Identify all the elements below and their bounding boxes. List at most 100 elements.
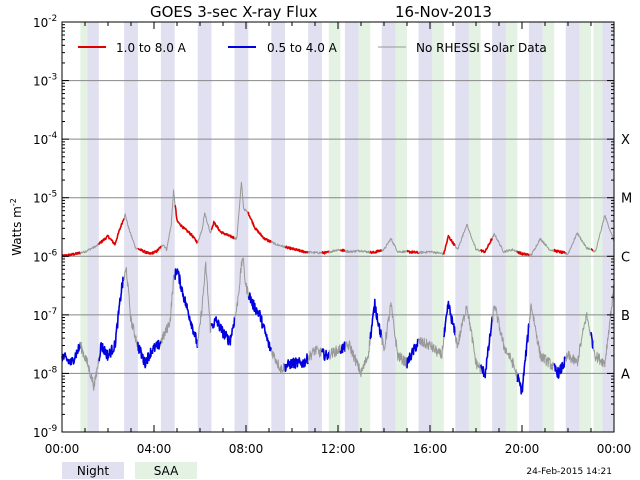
y-tick-label-base: 10 <box>33 75 48 89</box>
y-tick-label-exp: -8 <box>48 365 57 375</box>
night-band <box>124 22 138 432</box>
series-long <box>61 181 615 258</box>
legend: 1.0 to 8.0 A 0.5 to 4.0 A No RHESSI Sola… <box>78 41 547 55</box>
flare-class-a: A <box>621 367 630 382</box>
x-tick-label: 12:00 <box>321 442 356 456</box>
series-line <box>553 248 567 255</box>
series-line <box>174 268 199 348</box>
y-tick-label: 10-6 <box>33 248 58 264</box>
series-line <box>197 212 212 244</box>
series-line <box>381 238 408 254</box>
chart-title: GOES 3-sec X-ray Flux <box>150 3 317 21</box>
series-line <box>61 251 82 258</box>
x-tick-label: 20:00 <box>505 442 540 456</box>
series-line <box>590 332 595 349</box>
series-line <box>79 243 100 255</box>
night-band <box>528 22 543 432</box>
series-line <box>197 261 212 347</box>
saa-band <box>328 22 341 432</box>
series-line <box>98 276 125 362</box>
series-line <box>270 240 286 249</box>
series-line <box>443 300 457 338</box>
y-tick-label-base: 10 <box>33 426 48 440</box>
night-band <box>197 22 212 432</box>
x-tick-label: 08:00 <box>229 442 264 456</box>
saa-band <box>469 22 481 432</box>
series-line <box>454 223 482 252</box>
series-line <box>339 341 346 354</box>
series-line <box>123 213 139 250</box>
series-line <box>565 311 592 367</box>
y-tick-label-base: 10 <box>33 367 48 381</box>
flare-class-labels: X M C B A <box>621 133 632 382</box>
series-line <box>479 238 493 254</box>
night-band <box>271 22 286 432</box>
x-tick-label: 00:00 <box>45 442 80 456</box>
y-tick-label-base: 10 <box>33 133 48 147</box>
series-line <box>284 353 309 372</box>
series-line <box>592 215 615 253</box>
series-line <box>565 232 592 255</box>
series-line <box>406 338 419 369</box>
series-line <box>234 257 249 319</box>
x-tick-label: 04:00 <box>137 442 172 456</box>
night-band <box>565 22 580 432</box>
series-line <box>516 323 531 395</box>
series-line <box>480 316 493 379</box>
series-line <box>369 298 383 340</box>
legend-label-short: 0.5 to 4.0 A <box>267 41 338 55</box>
series-line <box>247 211 273 243</box>
series-layer <box>61 181 615 395</box>
chart-date: 16-Nov-2013 <box>395 3 492 21</box>
y-tick-label-base: 10 <box>33 250 48 264</box>
series-line <box>418 250 445 256</box>
series-line <box>137 339 162 369</box>
flare-class-c: C <box>621 250 630 265</box>
night-band <box>418 22 433 432</box>
series-line <box>284 245 309 254</box>
series-line <box>321 250 330 255</box>
series-line <box>321 348 330 361</box>
y-tick-label: 10-8 <box>33 365 58 381</box>
saa-swatch <box>135 462 197 479</box>
series-line <box>270 349 286 374</box>
legend-label-no-rhessi: No RHESSI Solar Data <box>416 41 547 55</box>
axis-ticks <box>61 22 615 433</box>
saa-band <box>432 22 444 432</box>
timestamp: 24-Feb-2015 14:21 <box>526 467 612 477</box>
series-line <box>137 245 162 255</box>
series-line <box>328 344 341 360</box>
y-tick-label: 10-3 <box>33 73 57 89</box>
night-band <box>455 22 470 432</box>
series-line <box>210 220 235 240</box>
x-tick-labels: 00:00 04:00 08:00 12:00 16:00 20:00 00:00 <box>45 442 632 456</box>
series-line <box>528 237 555 257</box>
series-line <box>592 284 615 368</box>
y-tick-label-exp: -9 <box>48 424 57 434</box>
night-band <box>87 22 99 432</box>
y-tick-label-base: 10 <box>33 16 48 30</box>
night-band <box>381 22 396 432</box>
series-line <box>234 181 249 240</box>
y-tick-label: 10-9 <box>33 424 58 440</box>
saa-bands <box>80 22 603 432</box>
series-line <box>160 189 176 252</box>
series-line <box>307 345 323 363</box>
series-line <box>210 316 236 346</box>
series-line <box>443 234 456 255</box>
series-line <box>339 248 346 253</box>
series-line <box>516 250 531 257</box>
series-line <box>491 233 518 254</box>
flare-class-m: M <box>621 192 632 207</box>
saa-band <box>505 22 518 432</box>
series-line <box>491 305 518 383</box>
y-tick-label-base: 10 <box>33 192 48 206</box>
y-tick-label: 10-7 <box>33 307 57 323</box>
y-tick-label-exp: -5 <box>48 190 57 200</box>
y-axis-label-text: Watts m <box>10 206 24 256</box>
series-line <box>344 249 371 254</box>
series-line <box>344 339 371 378</box>
y-tick-label-exp: -3 <box>48 73 57 83</box>
night-band <box>160 22 175 432</box>
